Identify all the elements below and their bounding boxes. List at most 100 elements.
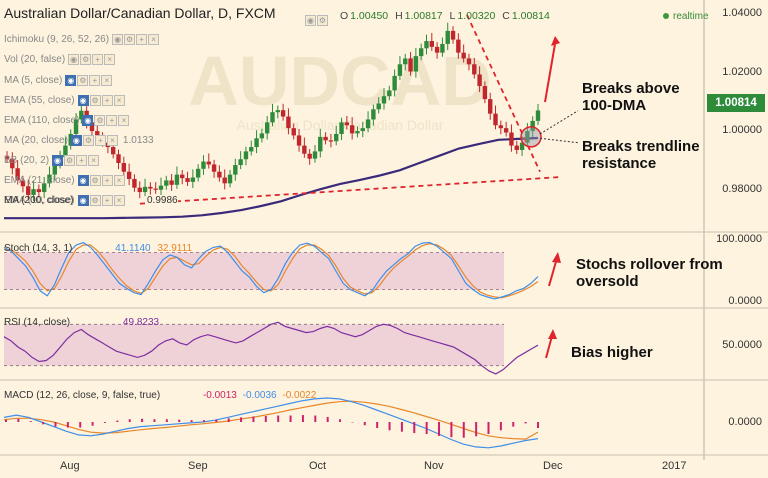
annotation-stoch-rollover: Stochs rollover from oversold: [576, 256, 723, 290]
candle-body: [249, 147, 254, 152]
close-icon[interactable]: ×: [118, 115, 130, 126]
close-icon[interactable]: ×: [148, 34, 160, 45]
settings-icon[interactable]: ⚙: [89, 195, 101, 206]
eye-icon[interactable]: ◉: [68, 54, 80, 65]
eye-icon[interactable]: ◉: [305, 15, 316, 26]
candle-body: [360, 128, 365, 132]
y-tick-1.02: 1.02000: [722, 66, 762, 78]
close-icon[interactable]: ×: [104, 54, 116, 65]
indicator-row[interactable]: EMA (21, close) ◉ ⚙ + ×: [4, 175, 126, 186]
eye-icon[interactable]: ◉: [112, 34, 124, 45]
candle-body: [445, 30, 450, 44]
close-icon[interactable]: ×: [113, 175, 125, 186]
add-icon[interactable]: +: [101, 175, 113, 186]
indicator-buttons: ◉ ⚙ + ×: [77, 175, 126, 186]
candle-body: [472, 64, 477, 75]
settings-icon[interactable]: ⚙: [82, 135, 94, 146]
candle-body: [259, 133, 265, 139]
candle-body: [270, 112, 275, 123]
candle-body: [392, 75, 397, 91]
candle-body: [31, 189, 36, 195]
ohlc-close-key: C: [502, 10, 510, 22]
eye-icon[interactable]: ◉: [70, 135, 82, 146]
indicator-buttons: ◉ ⚙ + ×: [77, 195, 126, 206]
add-icon[interactable]: +: [94, 135, 106, 146]
indicator-buttons: ◉ ⚙ + ×: [82, 115, 130, 126]
settings-icon[interactable]: ⚙: [317, 15, 328, 26]
add-icon[interactable]: +: [76, 155, 88, 166]
indicator-label: MA (5, close): [4, 75, 63, 87]
ohlc-open-key: O: [340, 10, 349, 22]
settings-icon[interactable]: ⚙: [77, 75, 89, 86]
candle-body: [206, 161, 211, 165]
candle-body: [126, 171, 132, 179]
candle-body: [403, 58, 408, 65]
settings-icon[interactable]: ⚙: [80, 54, 92, 65]
indicator-row[interactable]: MA (5, close) ◉ ⚙ + ×: [4, 75, 113, 86]
candle-body: [344, 122, 350, 126]
eye-icon[interactable]: ◉: [52, 155, 64, 166]
stoch-tick-0: 0.0000: [728, 295, 762, 307]
candle-body: [201, 161, 206, 169]
annotation-bias-higher: Bias higher: [571, 344, 653, 361]
pointer-breaks-trend: [539, 137, 579, 144]
eye-icon[interactable]: ◉: [82, 115, 94, 126]
stoch-d-value: 32.9111: [157, 243, 193, 254]
eye-icon[interactable]: ◉: [65, 75, 77, 86]
stoch-k-line: [3, 241, 539, 300]
settings-icon[interactable]: ⚙: [94, 115, 106, 126]
add-icon[interactable]: +: [101, 95, 113, 106]
close-icon[interactable]: ×: [106, 135, 118, 146]
settings-icon[interactable]: ⚙: [64, 155, 76, 166]
candle-body: [164, 180, 169, 186]
eye-icon[interactable]: ◉: [77, 175, 89, 186]
add-icon[interactable]: +: [92, 54, 104, 65]
candle-body: [482, 86, 488, 100]
indicator-label: EMA (55, close): [4, 95, 75, 107]
indicator-buttons: ◉ ⚙ + ×: [112, 34, 160, 45]
indicator-row[interactable]: MA (200, close): [4, 195, 73, 206]
candle-body: [233, 165, 238, 175]
ohlc-high-value: 1.00817: [404, 10, 443, 22]
close-icon[interactable]: ×: [113, 195, 125, 206]
eye-icon[interactable]: ◉: [77, 195, 89, 206]
ohlc-low-value: 1.00320: [457, 10, 496, 22]
candle-body: [503, 128, 509, 133]
indicator-row[interactable]: Ichimoku (9, 26, 52, 26) ◉ ⚙ + ×: [4, 34, 160, 45]
candle-body: [238, 159, 243, 166]
add-icon[interactable]: +: [106, 115, 118, 126]
candle-body: [450, 30, 456, 40]
title-settings-buttons[interactable]: ◉ ⚙: [305, 10, 329, 28]
candle-body: [477, 74, 482, 87]
candle-body: [158, 185, 164, 190]
candle-body: [387, 90, 392, 97]
candle-body: [137, 187, 142, 193]
add-icon[interactable]: +: [101, 195, 113, 206]
indicator-row[interactable]: EMA (110, close) ◉ ⚙ + ×: [4, 115, 130, 126]
eye-icon[interactable]: ◉: [77, 95, 89, 106]
candle-body: [153, 188, 158, 190]
candle-body: [132, 178, 137, 188]
realtime-dot-icon: [663, 13, 669, 20]
candle-body: [424, 41, 429, 49]
settings-icon[interactable]: ⚙: [89, 175, 101, 186]
settings-icon[interactable]: ⚙: [124, 34, 136, 45]
close-icon[interactable]: ×: [101, 75, 113, 86]
support-trendline: [139, 176, 563, 205]
x-tick-dec: Dec: [543, 460, 563, 472]
indicator-row[interactable]: EMA (55, close) ◉ ⚙ + ×: [4, 95, 126, 106]
add-icon[interactable]: +: [89, 75, 101, 86]
indicator-label: EMA (10, close): [4, 195, 75, 207]
add-icon[interactable]: +: [136, 34, 148, 45]
close-icon[interactable]: ×: [88, 155, 100, 166]
indicator-row[interactable]: EMA (10, close) ◉ ⚙ + ×: [4, 195, 126, 206]
candle-body: [41, 183, 47, 193]
candle-body: [334, 133, 339, 142]
indicator-row[interactable]: MA (20, close) ◉ ⚙ + × 1.0133: [4, 135, 154, 146]
settings-icon[interactable]: ⚙: [89, 95, 101, 106]
candle-body: [180, 174, 185, 179]
close-icon[interactable]: ×: [113, 95, 125, 106]
indicator-row[interactable]: BB (20, 2) ◉ ⚙ + ×: [4, 155, 100, 166]
indicator-row[interactable]: Vol (20, false) ◉ ⚙ + ×: [4, 54, 116, 65]
